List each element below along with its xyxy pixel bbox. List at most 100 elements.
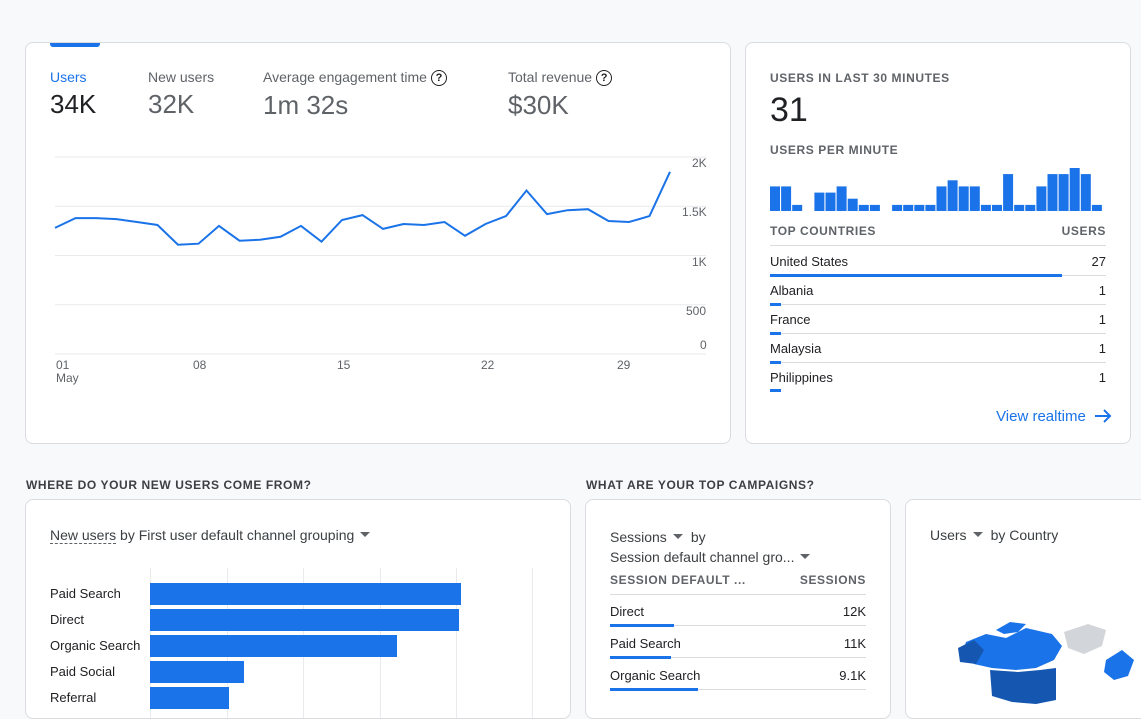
minute-bar[interactable] [836,186,847,211]
overview-card: Users 34K New users 32K Average engageme… [25,42,731,444]
top-countries-header: TOP COUNTRIES [770,224,877,238]
campaign-row[interactable]: Organic Search 9.1K [610,660,866,691]
campaigns-section-title: WHAT ARE YOUR TOP CAMPAIGNS? [586,478,815,492]
minute-bar[interactable] [869,204,880,211]
minute-bar[interactable] [847,198,858,211]
view-realtime-link[interactable]: View realtime [996,408,1112,425]
help-icon[interactable]: ? [596,70,613,86]
world-map[interactable] [956,620,1141,719]
minute-bar[interactable] [958,186,969,211]
users-series-line[interactable] [54,171,671,246]
minute-bar[interactable] [1047,174,1058,211]
chevron-down-icon[interactable] [800,554,811,559]
y-tick-label: 1.5K [682,205,707,219]
minute-bar[interactable] [925,204,936,211]
campaign-row[interactable]: Direct 12K [610,596,866,627]
campaign-sessions: 12K [842,604,866,619]
metric-selector[interactable]: Sessions [610,529,667,545]
minute-bar[interactable] [825,192,836,211]
help-icon[interactable]: ? [430,70,447,86]
new-users-channel-card: New users by First user default channel … [25,499,571,719]
channel-bar[interactable] [150,583,462,605]
by-label: by [690,529,706,545]
map-region-canada-islands [996,622,1026,634]
selected-metric-tab-indicator [50,43,100,47]
metric-tab-users[interactable]: Users 34K [50,69,96,120]
y-tick-label: 0 [700,338,707,352]
map-region-alaska [958,640,984,664]
chevron-down-icon[interactable] [972,532,983,537]
minute-bar[interactable] [936,186,947,211]
channel-card-title: New users by First user default channel … [50,527,371,544]
minute-bar[interactable] [770,186,780,211]
metric-tab-engagement-time[interactable]: Average engagement time? 1m 32s [263,69,447,121]
chevron-down-icon[interactable] [360,532,371,537]
minute-bar[interactable] [1058,174,1069,211]
dimension-label: by Country [990,527,1059,543]
country-users: 1 [1098,283,1106,298]
minute-bar[interactable] [1003,174,1014,211]
realtime-title: USERS IN LAST 30 MINUTES [770,71,950,85]
minute-bar[interactable] [1014,204,1025,211]
column-header-sessions: SESSIONS [799,573,866,587]
channel-bar[interactable] [150,609,459,631]
campaign-sessions: 9.1K [839,668,866,683]
x-tick-label: 29 [617,358,631,372]
campaign-share-bar [610,688,698,691]
campaign-name: Direct [610,604,644,619]
channel-label: Paid Search [50,586,121,601]
minute-bar[interactable] [892,204,903,211]
minute-bar[interactable] [914,204,925,211]
metric-tab-new-users[interactable]: New users 32K [148,69,214,120]
channel-bar[interactable] [150,635,398,657]
country-row[interactable]: Malaysia 1 [770,333,1106,364]
channel-bar[interactable] [150,687,229,709]
metric-value: 32K [148,89,195,119]
minute-bar[interactable] [992,204,1002,211]
y-tick-label: 500 [686,304,707,318]
channel-label: Referral [50,690,97,705]
minute-bar[interactable] [969,186,980,211]
minute-bar[interactable] [1036,186,1047,211]
metric-value: $30K [508,90,569,120]
campaign-card-title: Sessions by Session default channel gro..… [610,527,811,567]
country-share-bar [770,389,781,392]
dimension-selector[interactable]: Session default channel gro... [610,549,795,565]
channel-label: Organic Search [50,638,141,653]
minute-bar[interactable] [903,204,914,211]
minute-bar[interactable] [792,204,803,211]
campaigns-card: Sessions by Session default channel gro..… [585,499,891,719]
campaign-row[interactable]: Paid Search 11K [610,628,866,659]
x-tick-label: 08 [193,358,207,372]
metric-selector[interactable]: New users [50,527,117,544]
minute-bar[interactable] [814,192,825,211]
minute-bar[interactable] [858,204,869,211]
country-users: 1 [1098,370,1106,385]
users-header: USERS [1061,224,1106,238]
minute-bar[interactable] [947,180,958,211]
country-share-bar [770,361,781,364]
country-row[interactable]: France 1 [770,304,1106,335]
chevron-down-icon[interactable] [672,534,683,539]
metric-selector[interactable]: Users [930,527,967,543]
countries-header-divider [770,245,1106,246]
y-tick-label: 2K [692,156,707,170]
minute-bar[interactable] [980,204,991,211]
minute-bar[interactable] [781,186,792,211]
minute-bar[interactable] [1091,204,1102,211]
country-share-bar [770,332,781,335]
grid-line [532,568,533,718]
country-row[interactable]: United States 27 [770,246,1106,277]
metric-value: 34K [50,89,97,119]
x-month-label: May [56,371,79,385]
users-per-minute-chart [770,168,1102,211]
country-row[interactable]: Albania 1 [770,275,1106,306]
metric-tab-total-revenue[interactable]: Total revenue? $30K [508,69,613,121]
minute-bar[interactable] [1080,174,1091,211]
channel-bar[interactable] [150,661,245,683]
country-row[interactable]: Philippines 1 [770,362,1106,392]
minute-bar[interactable] [1069,168,1080,211]
country-users: 1 [1098,341,1106,356]
minute-bar[interactable] [1025,204,1036,211]
realtime-count: 31 [770,91,808,129]
